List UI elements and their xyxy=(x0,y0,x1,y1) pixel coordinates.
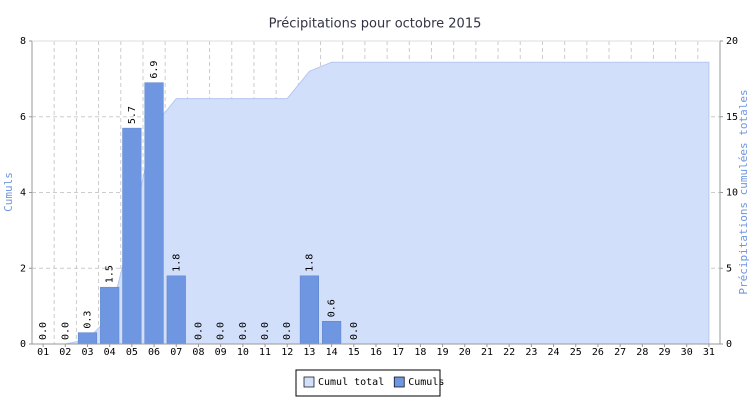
value-label: 0.0 xyxy=(282,322,293,340)
legend-box xyxy=(295,369,441,397)
x-tick-label: 07 xyxy=(170,347,182,358)
x-tick-label: 10 xyxy=(237,347,249,358)
y-tick-label: 4 xyxy=(20,188,26,199)
y-tick-label: 2 xyxy=(20,263,26,274)
y2-tick-label: 10 xyxy=(726,188,738,199)
value-label: 0.0 xyxy=(60,322,71,340)
y2-tick-label: 0 xyxy=(726,339,732,350)
value-label: 0.0 xyxy=(260,322,271,340)
y2-axis-title: Précipitations cumulées totales xyxy=(737,89,750,294)
x-tick-label: 27 xyxy=(614,347,626,358)
y-axis-title: Cumuls xyxy=(2,172,15,212)
x-tick-label: 03 xyxy=(81,347,93,358)
bar xyxy=(144,82,164,345)
y2-tick-label: 5 xyxy=(726,263,732,274)
legend-swatch xyxy=(303,376,315,388)
y2-tick-label: 20 xyxy=(726,36,738,47)
x-tick-label: 13 xyxy=(303,347,315,358)
value-label: 6.9 xyxy=(149,61,160,79)
value-label: 0.0 xyxy=(193,322,204,340)
value-label: 1.8 xyxy=(304,254,315,272)
x-tick-label: 20 xyxy=(459,347,471,358)
value-label: 0.0 xyxy=(349,322,360,340)
value-label: 5.7 xyxy=(127,106,138,124)
legend-label: Cumul total xyxy=(318,377,384,388)
x-tick-label: 11 xyxy=(259,347,271,358)
x-tick-label: 26 xyxy=(592,347,604,358)
x-tick-label: 08 xyxy=(192,347,204,358)
y-tick-label: 6 xyxy=(20,112,26,123)
value-label: 0.6 xyxy=(327,299,338,317)
x-tick-label: 02 xyxy=(59,347,71,358)
legend-label: Cumuls xyxy=(408,377,444,388)
x-tick-label: 31 xyxy=(703,347,715,358)
bar xyxy=(322,321,342,345)
x-tick-label: 09 xyxy=(215,347,227,358)
x-tick-label: 17 xyxy=(392,347,404,358)
x-tick-label: 24 xyxy=(548,347,560,358)
x-tick-label: 22 xyxy=(503,347,515,358)
legend-swatch xyxy=(393,376,405,388)
value-label: 1.8 xyxy=(171,254,182,272)
x-tick-label: 06 xyxy=(148,347,160,358)
x-tick-label: 16 xyxy=(370,347,382,358)
x-tick-label: 28 xyxy=(636,347,648,358)
value-label: 1.5 xyxy=(105,265,116,283)
bar xyxy=(77,332,98,345)
chart-title: Précipitations pour octobre 2015 xyxy=(269,17,482,32)
y-tick-label: 8 xyxy=(20,36,26,47)
x-tick-label: 04 xyxy=(104,347,116,358)
x-tick-label: 12 xyxy=(281,347,293,358)
bar xyxy=(100,286,120,345)
x-tick-label: 18 xyxy=(414,347,426,358)
value-label: 0.3 xyxy=(82,311,93,329)
x-tick-label: 19 xyxy=(437,347,449,358)
x-tick-label: 05 xyxy=(126,347,138,358)
bar xyxy=(122,127,142,345)
y-tick-label: 0 xyxy=(20,339,26,350)
value-label: 0.0 xyxy=(38,322,49,340)
x-tick-label: 14 xyxy=(326,347,338,358)
bar xyxy=(299,275,319,345)
x-tick-label: 30 xyxy=(681,347,693,358)
x-tick-label: 21 xyxy=(481,347,493,358)
x-tick-label: 01 xyxy=(37,347,49,358)
value-label: 0.0 xyxy=(216,322,227,340)
x-tick-label: 29 xyxy=(658,347,670,358)
x-tick-label: 15 xyxy=(348,347,360,358)
value-label: 0.0 xyxy=(238,322,249,340)
x-tick-label: 23 xyxy=(525,347,537,358)
y2-tick-label: 15 xyxy=(726,112,738,123)
bar xyxy=(166,275,186,345)
x-tick-label: 25 xyxy=(570,347,582,358)
